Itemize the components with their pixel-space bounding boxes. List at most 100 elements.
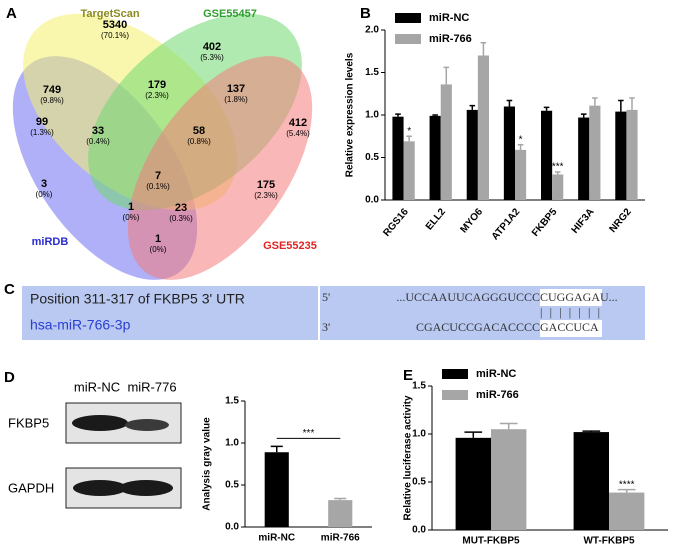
panel-label: E: [403, 367, 413, 384]
error-bar: [580, 113, 587, 118]
error-bar: [432, 114, 438, 116]
y-tick-label: 0.5: [225, 480, 239, 491]
y-tick-label: 1.5: [365, 67, 379, 78]
region-count: 3: [41, 178, 47, 190]
region-count: 5340: [103, 19, 127, 31]
bar: [392, 116, 404, 200]
region-percent: (2.3%): [145, 91, 169, 100]
error-bar: [506, 99, 513, 107]
error-bar: [543, 106, 550, 111]
bar: [264, 452, 289, 527]
x-tick-label: MUT-FKBP5: [462, 536, 520, 547]
x-tick-label: FKBP5: [530, 206, 560, 239]
x-tick-label: HIF3A: [570, 207, 597, 236]
y-tick-label: 0.0: [365, 195, 379, 206]
y-tick-label: 1.0: [365, 110, 379, 121]
three-prime: 3': [322, 320, 330, 334]
bar: [328, 500, 353, 527]
legend-swatch: [442, 369, 468, 379]
region-percent: (5.3%): [200, 53, 224, 62]
region-percent: (5.4%): [286, 129, 310, 138]
y-tick-label: 0.5: [412, 477, 426, 488]
region-count: 1: [155, 233, 161, 245]
error-bar: [517, 144, 524, 150]
bar-chart: 0.0 0.5 1.0 1.5 Relative luciferase activity…: [403, 368, 668, 547]
protein-label: FKBP5: [8, 415, 49, 430]
set-label: TargetScan: [80, 8, 139, 20]
legend-label: miR-766: [476, 389, 519, 401]
bar: [609, 492, 645, 530]
y-tick-label: 1.5: [412, 381, 426, 392]
bar: [466, 109, 478, 200]
x-tick-label: RGS16: [381, 206, 411, 239]
set-label: miRDB: [32, 236, 69, 248]
error-bar: [464, 431, 483, 438]
bar: [626, 109, 638, 200]
error-bar: [582, 430, 601, 433]
region-percent: (0.3%): [169, 214, 193, 223]
set-label: GSE55457: [203, 8, 257, 20]
significance: *: [407, 126, 411, 137]
y-axis-label: Analysis gray value: [202, 417, 213, 511]
legend-swatch: [395, 34, 421, 44]
region-count: 58: [193, 125, 205, 137]
venn: miRDB TargetScan GSE55457 GSE55235 5340(70.1…: [12, 8, 317, 280]
x-tick-label: WT-FKBP5: [583, 536, 635, 547]
legend-label: miR-NC: [476, 368, 516, 380]
bar: [491, 429, 527, 530]
bar: [515, 149, 527, 200]
y-axis-label: Relative luciferase activity: [403, 395, 414, 521]
bar-chart: 0.0 0.5 1.0 1.5 Analysis gray value miR-NC miR…: [202, 396, 372, 544]
mirna-label: hsa-miR-766-3p: [30, 317, 131, 333]
bar: [403, 141, 415, 200]
mirna-seed: GACCUCA: [540, 320, 599, 334]
blot-band: [72, 415, 128, 431]
y-tick-label: 1.0: [225, 438, 239, 449]
bar-chart: 0.0 0.5 1.0 1.5 2.0 Relative expression level…: [345, 12, 645, 242]
error-bar: [629, 97, 635, 110]
bar: [615, 111, 627, 200]
region-percent: (0%): [36, 190, 53, 199]
bar: [573, 432, 609, 530]
region-percent: (70.1%): [101, 31, 129, 40]
y-tick-label: 0.0: [225, 522, 239, 533]
error-bar: [443, 66, 450, 85]
x-tick-label: NRG2: [607, 206, 634, 235]
target-sequence: ...UCCAAUUCAGGGUCCC: [396, 290, 540, 304]
x-tick-label: MYO6: [459, 206, 486, 235]
bar: [455, 437, 491, 530]
region-count: 23: [175, 202, 187, 214]
error-bar: [406, 135, 412, 142]
region-percent: (1.8%): [224, 95, 248, 104]
bar: [589, 105, 601, 200]
target-seed: CUGGAGA: [540, 290, 600, 304]
blot-band: [125, 419, 169, 431]
error-bar: [480, 42, 487, 56]
region-percent: (0.4%): [86, 137, 110, 146]
error-bar: [618, 99, 624, 112]
bar: [429, 115, 441, 200]
panel-label: D: [4, 369, 15, 386]
set-label: GSE55235: [263, 240, 317, 252]
error-bar: [334, 497, 347, 501]
region-count: 99: [36, 116, 48, 128]
region-count: 749: [43, 84, 61, 96]
x-tick-label: ATP1A2: [490, 206, 523, 242]
region-count: 1: [128, 201, 134, 213]
panel-label: B: [360, 5, 371, 22]
legend-label: miR-NC: [429, 12, 469, 24]
five-prime: 5': [322, 290, 330, 304]
legend-swatch: [395, 13, 421, 23]
blot-band: [73, 480, 127, 496]
y-axis-label: Relative expression levels: [345, 52, 356, 177]
region-count: 175: [257, 179, 275, 191]
region-count: 402: [203, 41, 221, 53]
region-count: 137: [227, 83, 245, 95]
legend-label: miR-766: [429, 33, 472, 45]
region-percent: (0.1%): [146, 182, 170, 191]
protein-label: GAPDH: [8, 480, 54, 495]
error-bar: [395, 113, 401, 117]
bar: [578, 117, 590, 200]
target-tail: U...: [600, 290, 618, 304]
